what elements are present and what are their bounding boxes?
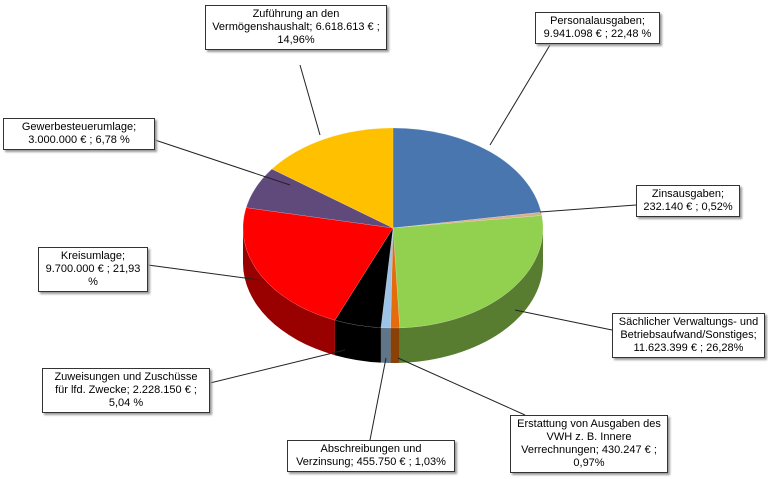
data-label: Zinsausgaben; 232.140 € ; 0,52%: [636, 185, 740, 217]
label-percent: 0,97%: [573, 457, 605, 469]
slice-side: [390, 327, 400, 363]
leader-line: [369, 357, 387, 441]
label-percent: 26,28%: [706, 342, 744, 354]
slice: [242, 207, 394, 321]
data-label: Zuweisungen und Zuschüsse für lfd. Zweck…: [42, 368, 210, 413]
label-name: Gewerbesteuerumlage;: [21, 121, 137, 133]
leader-line: [147, 264, 261, 281]
data-label: Kreisumlage; 9.700.000 € ; 21,93 %: [38, 247, 148, 292]
data-label: Zuführung an den Vermögenshaushalt; 6.61…: [205, 5, 387, 50]
label-amount: 11.623.399 € ;: [633, 342, 704, 354]
label-amount: 430.247 € ;: [601, 444, 657, 456]
slice-side: [380, 327, 391, 363]
label-percent: 21,93 %: [88, 263, 141, 288]
leader-line: [397, 357, 526, 416]
label-percent: 6,78 %: [95, 134, 130, 146]
label-name: Abschreibungen und Verzinsung;: [296, 443, 422, 468]
data-label: Sächlicher Verwaltungs- und Betriebsaufw…: [612, 313, 765, 358]
label-name: Sächlicher Verwaltungs- und Betriebsaufw…: [618, 316, 759, 341]
label-name: Kreisumlage;: [60, 250, 126, 262]
data-label: Personalausgaben; 9.941.098 € ; 22,48 %: [535, 12, 660, 44]
slice: [390, 227, 401, 329]
label-amount: 9.941.098 € ;: [543, 28, 608, 40]
data-label: Erstattung von Ausgaben des VWH z. B. In…: [510, 415, 668, 473]
label-amount: 3.000.000 € ;: [28, 134, 93, 146]
label-percent: 0,52%: [701, 201, 733, 213]
data-label: Gewerbesteuerumlage; 3.000.000 € ; 6,78 …: [3, 118, 155, 150]
leader-line: [489, 44, 551, 146]
slice-side: [334, 320, 381, 363]
label-amount: 2.228.150 € ;: [132, 384, 197, 396]
label-percent: 5,04 %: [108, 397, 144, 409]
data-label: Abschreibungen und Verzinsung; 455.750 €…: [287, 440, 455, 472]
label-name: Erstattung von Ausgaben des VWH z. B. In…: [517, 418, 661, 456]
leader-line: [539, 204, 637, 213]
leader-line: [299, 64, 321, 136]
label-amount: 6.618.613 € ;: [315, 21, 380, 33]
slice: [334, 227, 394, 328]
slice: [271, 127, 394, 229]
slice: [392, 127, 542, 229]
label-percent: 22,48 %: [610, 28, 652, 40]
label-amount: 455.750 € ;: [356, 456, 412, 468]
label-name: Personalausgaben;: [550, 15, 645, 27]
slice: [392, 215, 544, 329]
leader-line: [514, 309, 613, 331]
label-amount: 232.140 € ;: [643, 201, 699, 213]
label-name: Zuweisungen und Zuschüsse für lfd. Zweck…: [54, 371, 198, 396]
label-name: Zinsausgaben;: [651, 188, 725, 200]
label-amount: 9.700.000 € ;: [45, 263, 110, 275]
label-name: Zuführung an den Vermögenshaushalt;: [212, 8, 340, 33]
label-percent: 1,03%: [414, 456, 446, 468]
slice: [245, 168, 394, 229]
leader-line: [154, 139, 291, 186]
slice-side: [243, 228, 335, 356]
label-percent: 14,96%: [277, 34, 315, 46]
leader-line: [209, 349, 346, 384]
slice: [380, 227, 394, 329]
slice-side: [399, 228, 543, 363]
